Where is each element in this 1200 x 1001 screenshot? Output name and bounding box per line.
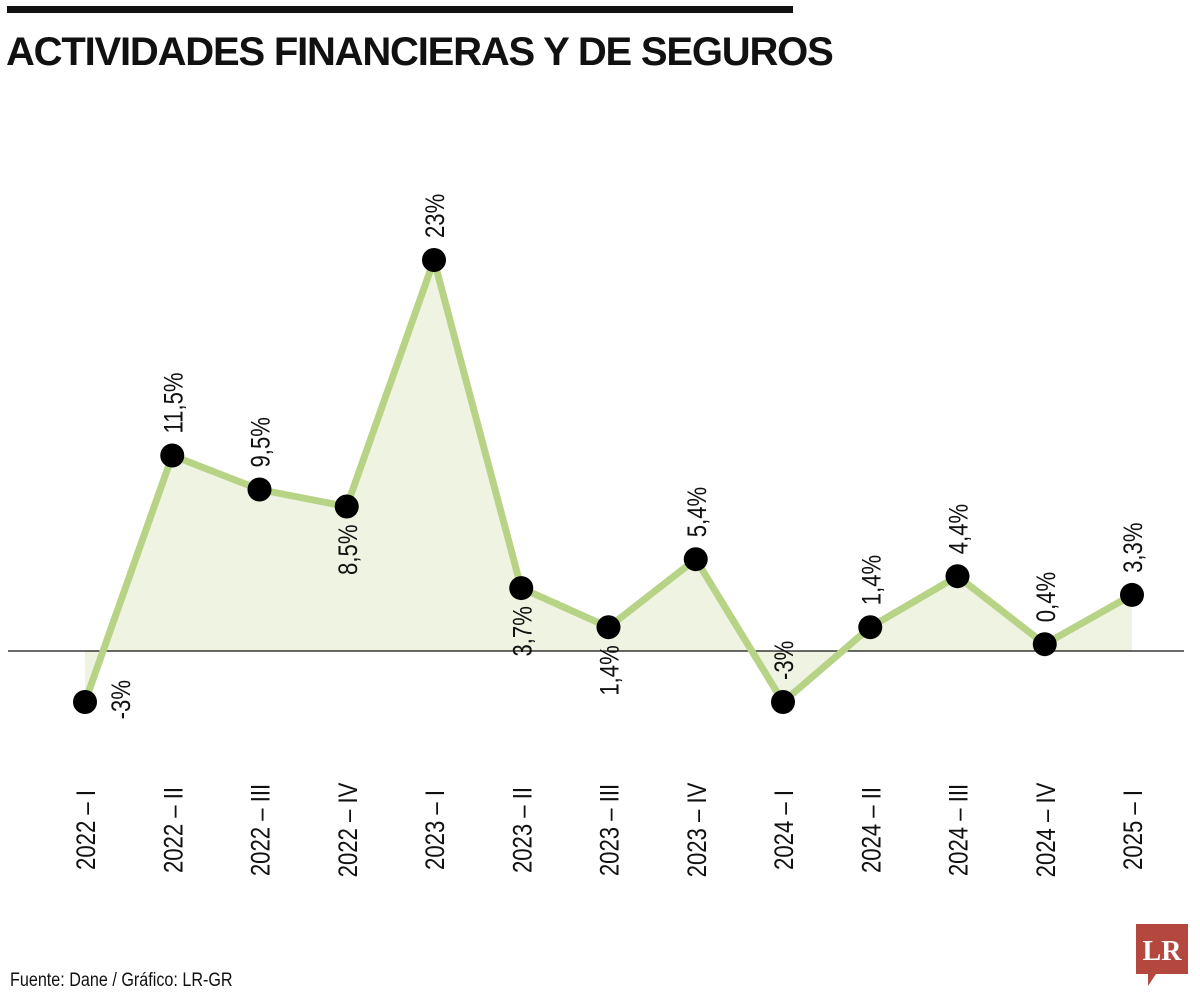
x-tick-label: 2024 – I: [770, 790, 800, 870]
x-tick-label: 2022 – I: [72, 790, 102, 870]
data-label: 3,7%: [508, 606, 538, 656]
data-point: [334, 494, 359, 519]
chart-title: ACTIVIDADES FINANCIERAS Y DE SEGUROS: [6, 30, 834, 74]
lr-logo-badge: [1136, 924, 1188, 986]
top-rule: [7, 6, 793, 13]
data-label: 11,5%: [159, 372, 189, 433]
data-label: 23%: [421, 194, 451, 238]
x-tick-label: 2022 – IV: [334, 782, 364, 877]
x-tick-label: 2025 – I: [1119, 790, 1149, 870]
data-point: [683, 547, 708, 572]
data-label: 8,5%: [334, 524, 364, 574]
x-tick-label: 2024 – II: [857, 787, 887, 873]
data-label: -3%: [107, 680, 137, 719]
lr-logo-text: LR: [1143, 936, 1183, 967]
data-point: [509, 576, 534, 601]
data-label: -3%: [770, 641, 800, 680]
x-tick-label: 2023 – I: [421, 790, 451, 870]
lr-logo: LR: [1136, 924, 1188, 986]
data-point: [596, 615, 621, 640]
data-point: [1120, 582, 1144, 607]
data-label: 9,5%: [247, 417, 277, 467]
data-point: [1032, 632, 1057, 657]
x-tick-label: 2023 – IV: [683, 782, 713, 877]
x-tick-label: 2024 – IV: [1032, 782, 1062, 877]
area-fill: [85, 260, 1132, 702]
x-tick-label: 2022 – III: [247, 784, 277, 876]
data-label: 3,3%: [1119, 522, 1149, 572]
data-point: [422, 248, 446, 272]
data-point: [858, 615, 883, 640]
x-tick-label: 2023 – II: [508, 787, 538, 873]
x-tick-label: 2023 – III: [596, 784, 626, 876]
source-note: Fuente: Dane / Gráfico: LR-GR: [10, 970, 233, 991]
x-tick-label: 2024 – III: [945, 784, 975, 876]
data-point: [73, 690, 97, 714]
data-label: 5,4%: [683, 487, 713, 537]
x-tick-label: 2022 – II: [159, 787, 189, 873]
data-label: 1,4%: [596, 645, 626, 695]
data-label: 0,4%: [1032, 572, 1062, 622]
data-point: [945, 564, 970, 589]
data-label: 1,4%: [857, 555, 887, 605]
data-label: 4,4%: [945, 504, 975, 554]
data-point: [247, 477, 272, 502]
data-point: [771, 690, 795, 714]
data-point: [160, 443, 185, 468]
